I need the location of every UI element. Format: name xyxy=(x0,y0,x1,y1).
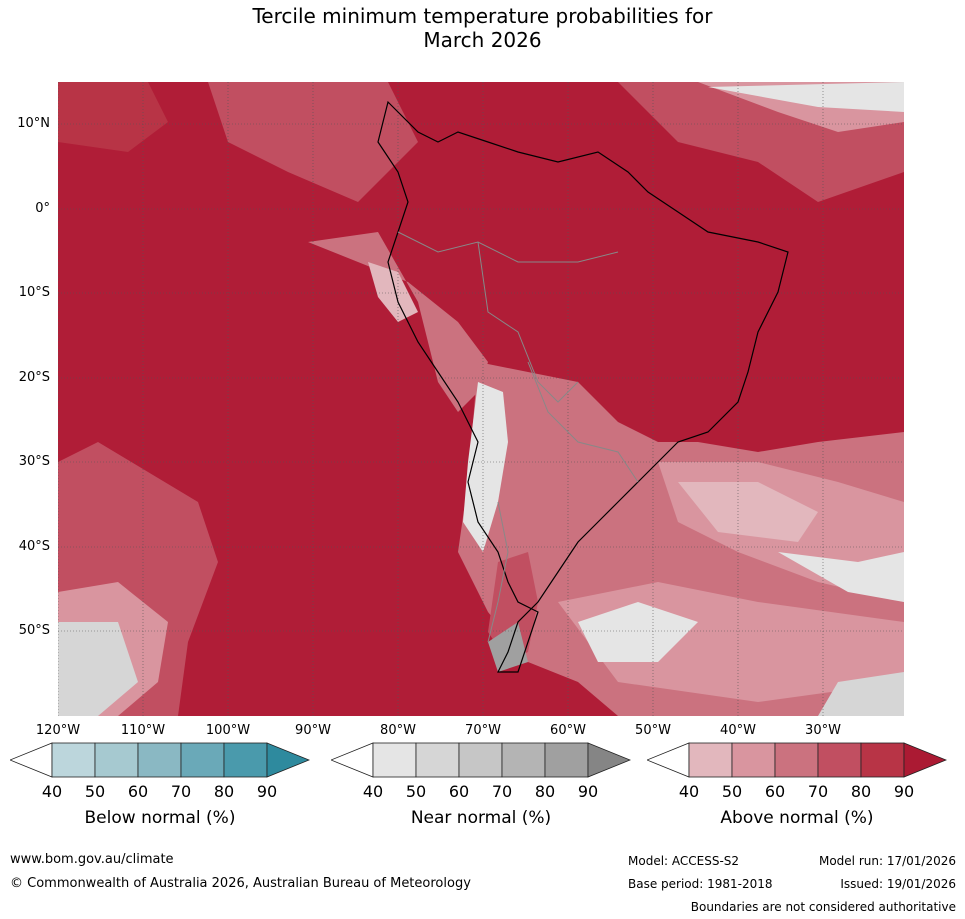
lon-label: 30°W xyxy=(805,723,841,738)
legend-tick: 60 xyxy=(764,782,786,801)
title-line-1: Tercile minimum temperature probabilitie… xyxy=(252,4,713,28)
legend-title-below: Below normal (%) xyxy=(84,808,236,828)
colorbar-swatch xyxy=(458,742,503,778)
lon-label: 110°W xyxy=(120,723,166,738)
colorbar-swatch xyxy=(266,742,311,778)
legend-tick: 50 xyxy=(405,782,427,801)
colorbar-swatch xyxy=(8,742,53,778)
lon-label: 50°W xyxy=(635,723,671,738)
lat-label: 10°S xyxy=(18,285,50,300)
probability-map xyxy=(58,82,904,716)
legend-tick: 60 xyxy=(127,782,149,801)
colorbar-swatch xyxy=(860,742,905,778)
legend-tick: 70 xyxy=(807,782,829,801)
zone xyxy=(578,602,698,662)
colorbar-swatch xyxy=(223,742,268,778)
title-line-2: March 2026 xyxy=(423,28,542,52)
legend-tick: 40 xyxy=(678,782,700,801)
colorbar-below xyxy=(8,742,311,778)
zone xyxy=(463,382,508,552)
lat-label: 10°N xyxy=(17,116,50,131)
legend-tick: 70 xyxy=(491,782,513,801)
footer-model-run: Model run: 17/01/2026 xyxy=(818,854,956,868)
graticule xyxy=(58,82,904,716)
lat-label: 50°S xyxy=(18,623,50,638)
legend-title-above: Above normal (%) xyxy=(720,808,874,828)
zone xyxy=(368,262,418,322)
colorbar-swatch xyxy=(137,742,182,778)
colorbar-swatch xyxy=(903,742,948,778)
zone xyxy=(58,82,168,152)
footer-model: Model: ACCESS-S2 xyxy=(628,854,740,868)
legend-tick: 70 xyxy=(170,782,192,801)
lon-label: 100°W xyxy=(205,723,251,738)
zone xyxy=(678,482,818,542)
lat-label: 30°S xyxy=(18,454,50,469)
south-america-coastline xyxy=(377,100,789,673)
colorbar-swatch xyxy=(645,742,690,778)
colorbar-swatch xyxy=(774,742,819,778)
country-borders xyxy=(397,231,639,643)
colorbar-swatch xyxy=(94,742,139,778)
legend-tick: 40 xyxy=(362,782,384,801)
colorbar-swatch xyxy=(415,742,460,778)
map-canvas xyxy=(58,82,904,716)
footer-base-period: Base period: 1981-2018 xyxy=(628,877,773,891)
legend-above-normal xyxy=(645,742,948,782)
footer-copyright: © Commonwealth of Australia 2026, Austra… xyxy=(10,876,471,891)
lat-label: 40°S xyxy=(18,539,50,554)
colorbar-swatch xyxy=(544,742,589,778)
zone xyxy=(778,552,904,602)
lon-label: 60°W xyxy=(550,723,586,738)
colorbar-near xyxy=(329,742,632,778)
lon-label: 80°W xyxy=(380,723,416,738)
zone xyxy=(488,622,528,672)
colorbar-swatch xyxy=(372,742,417,778)
legend-tick: 80 xyxy=(213,782,235,801)
footer-issued: Issued: 19/01/2026 xyxy=(840,877,956,891)
legend-tick: 80 xyxy=(534,782,556,801)
footer-url[interactable]: www.bom.gov.au/climate xyxy=(10,852,174,867)
legend-title-near: Near normal (%) xyxy=(410,808,552,828)
colorbar-above xyxy=(645,742,948,778)
legend-tick: 50 xyxy=(721,782,743,801)
map-title: Tercile minimum temperature probabilitie… xyxy=(0,4,965,52)
legend-tick: 90 xyxy=(256,782,278,801)
lon-label: 90°W xyxy=(295,723,331,738)
legend-tick: 90 xyxy=(893,782,915,801)
colorbar-swatch xyxy=(587,742,632,778)
legend-tick: 90 xyxy=(577,782,599,801)
footer-disclaimer: Boundaries are not considered authoritat… xyxy=(690,900,956,914)
colorbar-swatch xyxy=(51,742,96,778)
colorbar-swatch xyxy=(180,742,225,778)
zone xyxy=(308,232,488,412)
colorbar-swatch xyxy=(501,742,546,778)
lon-label: 120°W xyxy=(35,723,81,738)
legend-tick: 80 xyxy=(850,782,872,801)
legend-near-normal xyxy=(329,742,632,782)
zone xyxy=(708,82,904,112)
colorbar-swatch xyxy=(688,742,733,778)
lat-label: 20°S xyxy=(18,370,50,385)
zone xyxy=(58,622,138,716)
colorbar-swatch xyxy=(329,742,374,778)
lon-label: 40°W xyxy=(720,723,756,738)
colorbar-swatch xyxy=(731,742,776,778)
legend-tick: 50 xyxy=(84,782,106,801)
zone xyxy=(818,672,904,716)
colorbar-swatch xyxy=(817,742,862,778)
legend-tick: 60 xyxy=(448,782,470,801)
lat-label: 0° xyxy=(35,201,50,216)
legend-tick: 40 xyxy=(41,782,63,801)
lon-label: 70°W xyxy=(465,723,501,738)
legend-below-normal xyxy=(8,742,311,782)
